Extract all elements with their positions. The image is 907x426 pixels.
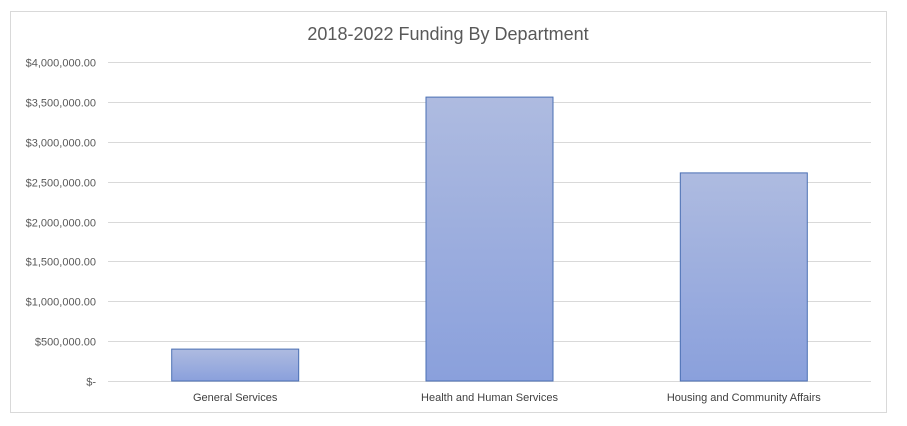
x-category-label: Housing and Community Affairs (667, 392, 821, 404)
y-tick-label: $3,500,000.00 (26, 98, 96, 110)
x-axis-categories: General Services Health and Human Service… (193, 392, 821, 404)
x-category-label: Health and Human Services (421, 392, 558, 404)
y-tick-label: $1,500,000.00 (26, 257, 96, 269)
x-category-label: General Services (193, 392, 278, 404)
y-axis-ticks: $- $500,000.00 $1,000,000.00 $1,500,000.00 $… (26, 58, 97, 389)
bar (171, 348, 300, 382)
y-tick-label: $2,500,000.00 (26, 178, 96, 190)
y-tick-label: $4,000,000.00 (26, 58, 96, 70)
bar (425, 96, 554, 382)
bars (171, 96, 808, 382)
y-tick-label: $1,000,000.00 (26, 297, 96, 309)
y-tick-label: $3,000,000.00 (26, 138, 96, 150)
y-tick-label: $500,000.00 (35, 337, 96, 349)
chart-title: 2018-2022 Funding By Department (307, 24, 588, 44)
y-tick-label: $- (86, 377, 96, 389)
y-tick-label: $2,000,000.00 (26, 218, 96, 230)
bar (679, 172, 808, 382)
